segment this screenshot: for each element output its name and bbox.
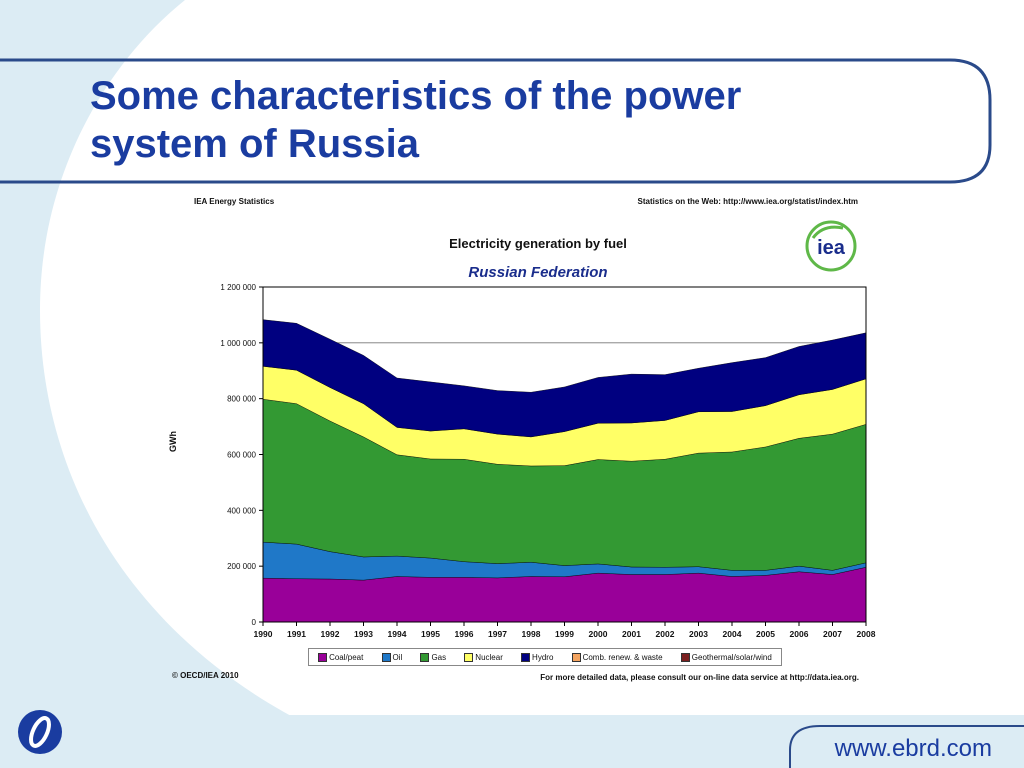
legend-label: Hydro — [532, 652, 554, 662]
x-tick-label: 2005 — [756, 629, 775, 639]
y-tick-label: 0 — [252, 618, 257, 627]
iea-logo-icon: iea — [805, 220, 857, 272]
x-tick-label: 2000 — [589, 629, 608, 639]
legend-swatch — [464, 652, 474, 662]
legend-item: Geothermal/solar/wind — [680, 652, 772, 662]
legend-swatch — [521, 652, 531, 662]
legend-item: Gas — [420, 652, 447, 662]
legend-label: Coal/peat — [329, 652, 364, 662]
footer-frame — [789, 725, 1024, 768]
chart-title: Electricity generation by fuel — [449, 236, 627, 251]
iea-header-right: Statistics on the Web: http://www.iea.or… — [637, 197, 858, 206]
footnote-text: For more detailed data, please consult o… — [540, 673, 859, 682]
x-tick-label: 1999 — [555, 629, 574, 639]
chart-subtitle: Russian Federation — [468, 264, 608, 281]
page-title: Some characteristics of the power system… — [90, 72, 910, 168]
legend-label: Gas — [431, 652, 447, 662]
y-tick-label: 1 000 000 — [220, 339, 256, 348]
x-tick-label: 2006 — [790, 629, 809, 639]
x-tick-label: 1993 — [354, 629, 373, 639]
legend-item: Hydro — [521, 652, 554, 662]
legend-item: Oil — [381, 652, 403, 662]
y-tick-label: 200 000 — [227, 562, 256, 571]
iea-logo-text: iea — [817, 237, 846, 259]
x-tick-label: 2007 — [823, 629, 842, 639]
x-tick-label: 1997 — [488, 629, 507, 639]
y-tick-label: 600 000 — [227, 451, 256, 460]
y-tick-label: 1 200 000 — [220, 283, 256, 292]
y-tick-label: 400 000 — [227, 506, 256, 515]
legend-swatch — [318, 652, 328, 662]
title-line-1: Some characteristics of the power — [90, 74, 742, 118]
x-tick-label: 1994 — [388, 629, 407, 639]
legend-item: Coal/peat — [318, 652, 364, 662]
website-link[interactable]: www.ebrd.com — [834, 735, 992, 762]
x-tick-label: 2001 — [622, 629, 641, 639]
x-tick-label: 1998 — [522, 629, 541, 639]
x-tick-label: 1996 — [455, 629, 474, 639]
legend-label: Nuclear — [475, 652, 503, 662]
legend-label: Geothermal/solar/wind — [691, 652, 772, 662]
x-tick-label: 1990 — [254, 629, 273, 639]
x-tick-label: 2008 — [857, 629, 876, 639]
x-tick-label: 2004 — [723, 629, 742, 639]
legend-swatch — [420, 652, 430, 662]
footer-band — [0, 715, 1024, 768]
legend-swatch — [680, 652, 690, 662]
legend-label: Oil — [392, 652, 403, 662]
x-tick-label: 1991 — [287, 629, 306, 639]
title-line-2: system of Russia — [90, 122, 420, 166]
ebrd-logo-icon — [18, 710, 62, 754]
iea-header-left: IEA Energy Statistics — [194, 197, 275, 206]
y-tick-label: 800 000 — [227, 395, 256, 404]
chart-legend: Coal/peat Oil Gas Nuclear Hydro Comb. renew. … — [308, 648, 782, 666]
title-frame — [0, 58, 992, 184]
x-tick-label: 1995 — [421, 629, 440, 639]
x-tick-label: 2003 — [689, 629, 708, 639]
background-swirl — [0, 0, 420, 768]
legend-item: Nuclear — [464, 652, 503, 662]
x-tick-label: 2002 — [656, 629, 675, 639]
x-tick-label: 1992 — [321, 629, 340, 639]
legend-item: Comb. renew. & waste — [571, 652, 663, 662]
copyright-text: © OECD/IEA 2010 — [172, 671, 239, 680]
legend-label: Comb. renew. & waste — [582, 652, 663, 662]
legend-swatch — [571, 652, 581, 662]
legend-swatch — [381, 652, 391, 662]
